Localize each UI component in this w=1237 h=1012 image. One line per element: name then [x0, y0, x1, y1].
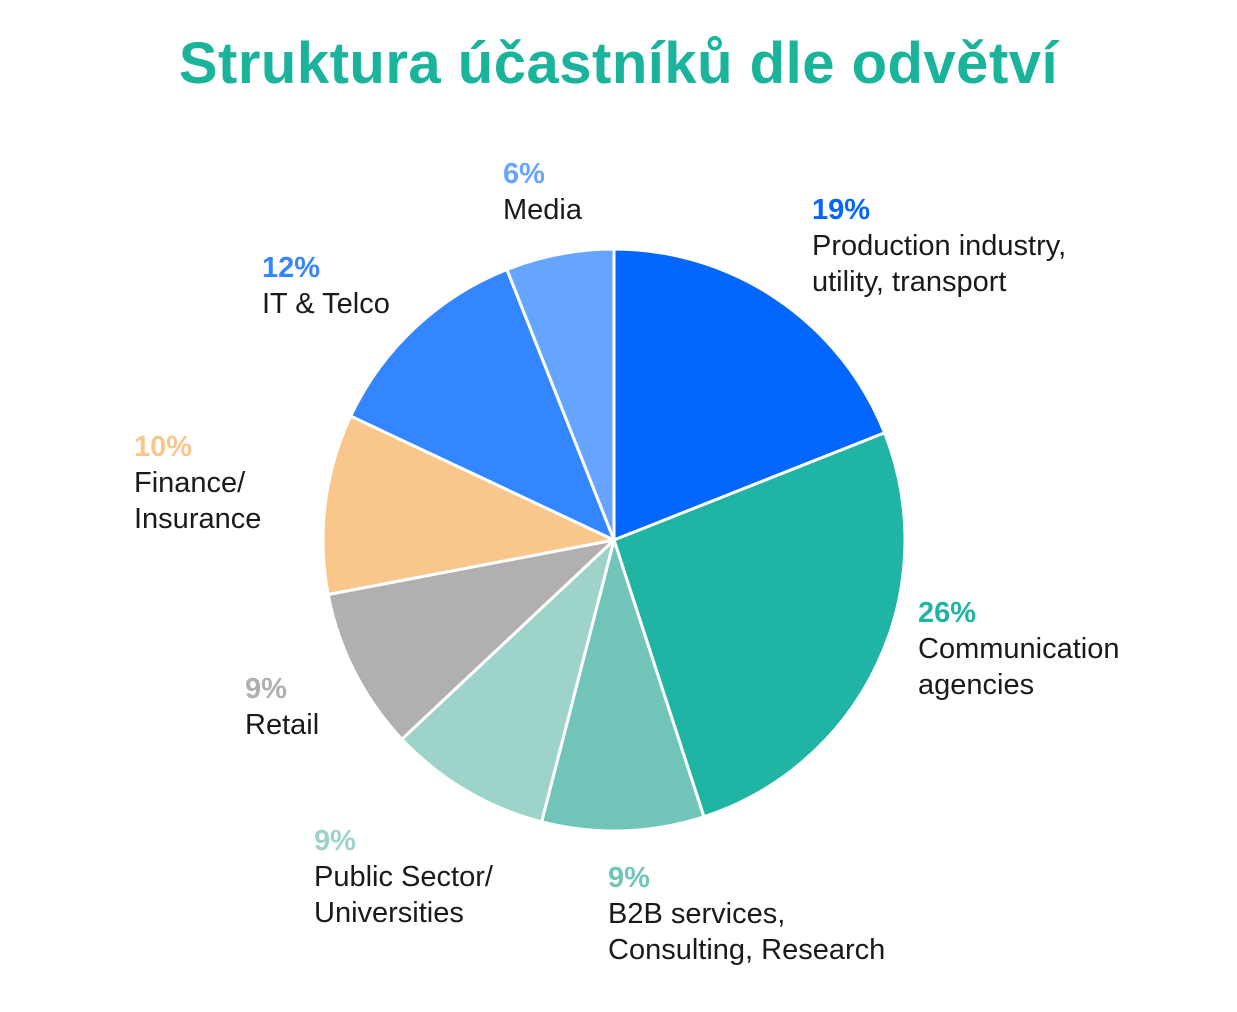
slice-category-label: Production industry, — [812, 230, 1067, 262]
pie-slice — [321, 414, 616, 597]
pie-slice — [349, 267, 616, 542]
pie-slice — [326, 538, 616, 741]
slice-category-label: Retail — [245, 709, 320, 741]
slice-percent: 10% — [134, 431, 193, 463]
pie-slice — [505, 247, 616, 542]
pie-slice — [540, 538, 706, 833]
slice-label: 19% Production industry, utility, transpor… — [812, 192, 1066, 300]
slice-category-label: Insurance — [134, 503, 262, 535]
slice-label: 9% Public Sector/Universities — [314, 823, 493, 931]
slice-label: 26% Communication agencies — [918, 595, 1119, 703]
slice-category-label: Communication — [918, 633, 1120, 665]
slice-percent: 9% — [245, 673, 287, 705]
slice-percent: 19% — [812, 194, 871, 226]
slice-category-label: Public Sector/ — [314, 861, 493, 893]
chart-title: Struktura účastníků dle odvětví — [178, 31, 1059, 96]
pie-slice — [400, 538, 616, 824]
slice-category-label: B2B services, — [608, 898, 786, 930]
slice-category-label: IT & Telco — [262, 288, 390, 320]
slice-label: 9% B2B services, Consulting, Research — [608, 860, 885, 968]
pie-slice — [612, 431, 907, 819]
slice-percent: 9% — [608, 862, 650, 894]
slice-label: 10% Finance/Insurance — [134, 429, 261, 537]
slice-percent: 6% — [503, 158, 545, 190]
slice-label: 6% Media — [503, 156, 582, 228]
slice-percent: 26% — [918, 597, 977, 629]
slice-category-label: agencies — [918, 669, 1035, 701]
slice-category-label: Universities — [314, 897, 464, 929]
slice-percent: 12% — [262, 252, 321, 284]
slice-category-label: utility, transport — [812, 266, 1007, 298]
slice-category-label: Finance/ — [134, 467, 246, 499]
slice-category-label: Media — [503, 194, 582, 226]
slice-label: 12% IT & Telco — [262, 250, 390, 322]
slice-category-label: Consulting, Research — [608, 934, 886, 966]
pie-slice — [612, 247, 887, 542]
slice-label: 9% Retail — [245, 671, 319, 743]
slice-percent: 9% — [314, 825, 356, 857]
